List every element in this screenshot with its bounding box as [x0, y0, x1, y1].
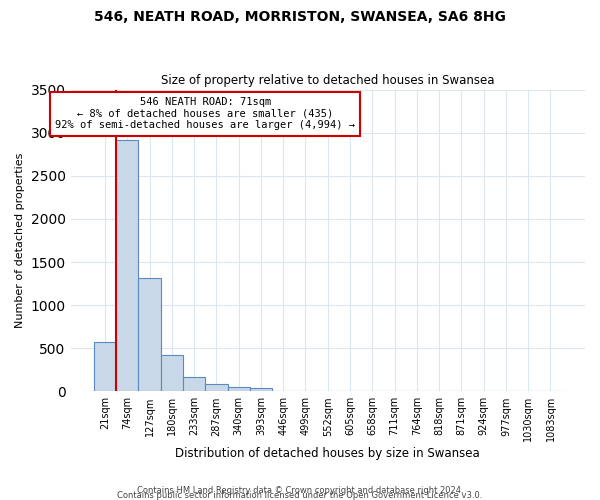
Bar	[227, 386, 250, 392]
Bar	[205, 384, 227, 392]
Text: Contains public sector information licensed under the Open Government Licence v3: Contains public sector information licen…	[118, 491, 482, 500]
Bar	[183, 377, 205, 392]
Text: 546, NEATH ROAD, MORRISTON, SWANSEA, SA6 8HG: 546, NEATH ROAD, MORRISTON, SWANSEA, SA6…	[94, 10, 506, 24]
X-axis label: Distribution of detached houses by size in Swansea: Distribution of detached houses by size …	[175, 447, 480, 460]
Bar	[116, 140, 139, 392]
Text: 546 NEATH ROAD: 71sqm
← 8% of detached houses are smaller (435)
92% of semi-deta: 546 NEATH ROAD: 71sqm ← 8% of detached h…	[55, 97, 355, 130]
Bar	[94, 342, 116, 392]
Text: Contains HM Land Registry data © Crown copyright and database right 2024.: Contains HM Land Registry data © Crown c…	[137, 486, 463, 495]
Bar	[161, 355, 183, 392]
Bar	[139, 278, 161, 392]
Y-axis label: Number of detached properties: Number of detached properties	[15, 153, 25, 328]
Bar	[250, 388, 272, 392]
Title: Size of property relative to detached houses in Swansea: Size of property relative to detached ho…	[161, 74, 494, 87]
